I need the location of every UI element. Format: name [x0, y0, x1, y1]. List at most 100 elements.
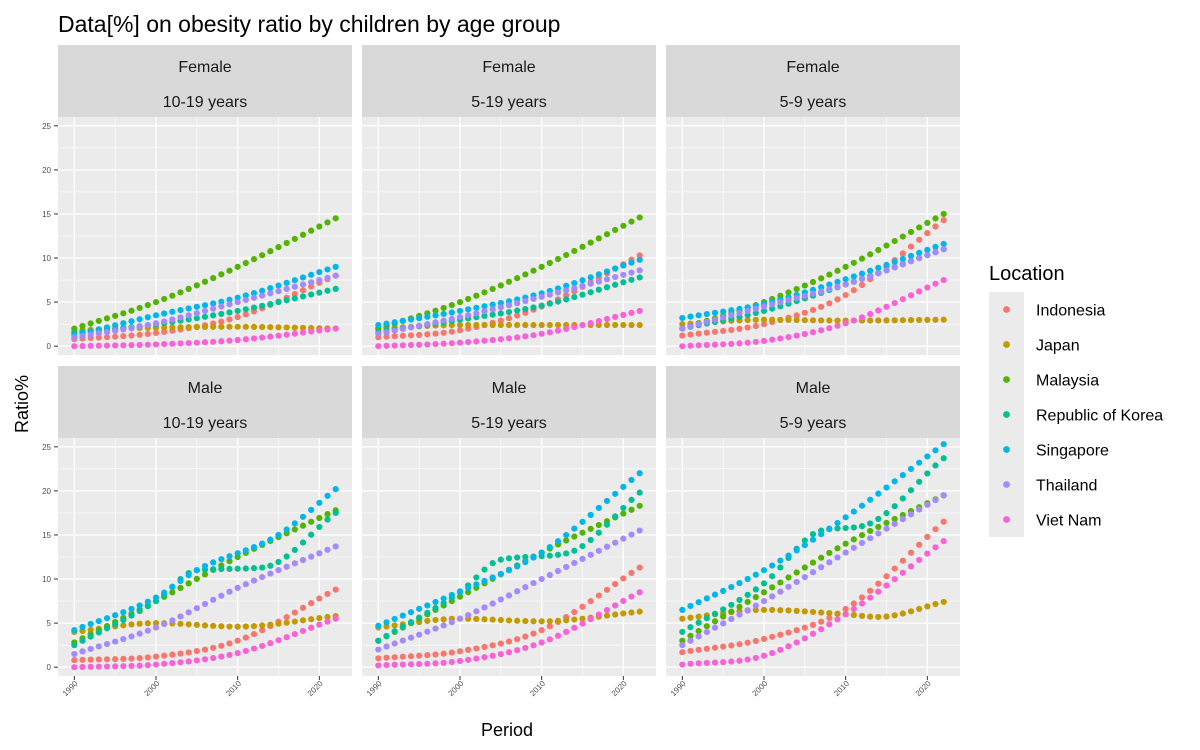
- data-point: [226, 553, 233, 560]
- data-point: [924, 603, 931, 610]
- y-tick-label: 5: [47, 298, 52, 307]
- data-point: [169, 617, 176, 624]
- y-tick-label: 25: [42, 443, 51, 452]
- facet-strip-sex-label: Female: [786, 59, 839, 76]
- data-point: [858, 539, 866, 547]
- y-tick-label: 0: [47, 663, 52, 672]
- data-point: [514, 617, 521, 624]
- data-point: [299, 324, 307, 331]
- data-point: [497, 596, 504, 603]
- data-point: [883, 613, 890, 620]
- x-axis-title: Period: [481, 720, 533, 740]
- data-point: [267, 324, 274, 331]
- data-point: [703, 329, 710, 336]
- data-point: [308, 279, 315, 286]
- data-point: [283, 285, 290, 293]
- data-point: [332, 215, 339, 222]
- data-point: [112, 322, 119, 329]
- data-point: [407, 341, 415, 349]
- data-point: [259, 292, 266, 299]
- data-point: [628, 259, 635, 266]
- data-point: [226, 623, 233, 630]
- data-point: [554, 551, 562, 558]
- data-point: [679, 615, 686, 622]
- data-point: [587, 320, 594, 327]
- data-point: [489, 616, 496, 623]
- data-point: [201, 656, 209, 663]
- y-tick-label: 15: [42, 210, 51, 219]
- data-point: [324, 326, 331, 333]
- data-point: [316, 621, 323, 628]
- panels-layer: Female 10-19 years 0 5 10 15 20 25 Female 5-19 ye…: [42, 45, 960, 698]
- data-point: [169, 583, 176, 591]
- data-point: [777, 631, 784, 638]
- data-point: [858, 502, 866, 509]
- data-point: [579, 518, 586, 525]
- data-point: [899, 296, 906, 303]
- data-point: [120, 616, 127, 624]
- data-point: [603, 606, 611, 614]
- data-point: [940, 276, 947, 284]
- data-point: [383, 643, 390, 650]
- data-point: [440, 659, 447, 666]
- data-point: [87, 656, 94, 663]
- data-point: [291, 526, 298, 533]
- data-point: [308, 271, 315, 278]
- data-point: [850, 259, 857, 266]
- facet-strip: [362, 366, 656, 438]
- data-point: [554, 567, 562, 575]
- data-point: [210, 274, 217, 282]
- data-point: [899, 516, 906, 523]
- data-point: [128, 342, 135, 349]
- data-point: [940, 217, 947, 224]
- facet-strip: [362, 45, 656, 117]
- data-point: [538, 293, 545, 300]
- data-point: [793, 285, 800, 293]
- series-viet-nam: [71, 615, 339, 671]
- data-point: [375, 637, 382, 644]
- data-point: [826, 559, 833, 566]
- data-point: [793, 627, 800, 634]
- data-point: [112, 638, 119, 645]
- data-point: [193, 621, 200, 628]
- data-point: [432, 341, 439, 348]
- data-point: [940, 246, 947, 253]
- data-point: [679, 314, 686, 322]
- data-point: [736, 305, 743, 312]
- data-point: [695, 342, 702, 349]
- data-point: [769, 606, 776, 614]
- data-point: [291, 330, 298, 337]
- data-point: [522, 297, 529, 305]
- data-point: [777, 564, 784, 571]
- data-point: [907, 243, 915, 250]
- data-point: [169, 340, 176, 347]
- data-point: [695, 330, 702, 337]
- data-point: [891, 576, 898, 583]
- data-point: [332, 486, 339, 493]
- data-point: [210, 312, 217, 319]
- data-point: [720, 620, 727, 627]
- data-point: [612, 539, 619, 546]
- data-point: [505, 617, 513, 624]
- data-point: [752, 316, 759, 323]
- data-point: [391, 661, 398, 668]
- data-point: [324, 546, 331, 553]
- data-point: [628, 506, 635, 513]
- data-point: [899, 557, 906, 564]
- data-point: [407, 609, 415, 616]
- data-point: [505, 321, 513, 329]
- data-point: [563, 537, 570, 544]
- data-point: [514, 334, 521, 341]
- data-point: [809, 559, 817, 566]
- y-tick-label: 10: [42, 575, 51, 584]
- data-point: [940, 441, 947, 448]
- data-point: [448, 619, 455, 626]
- data-point: [481, 312, 488, 320]
- data-point: [291, 520, 298, 527]
- data-point: [752, 606, 759, 614]
- data-point: [291, 630, 298, 638]
- data-point: [744, 591, 751, 598]
- data-point: [152, 620, 160, 627]
- data-point: [679, 343, 686, 350]
- y-tick-label: 25: [42, 122, 51, 131]
